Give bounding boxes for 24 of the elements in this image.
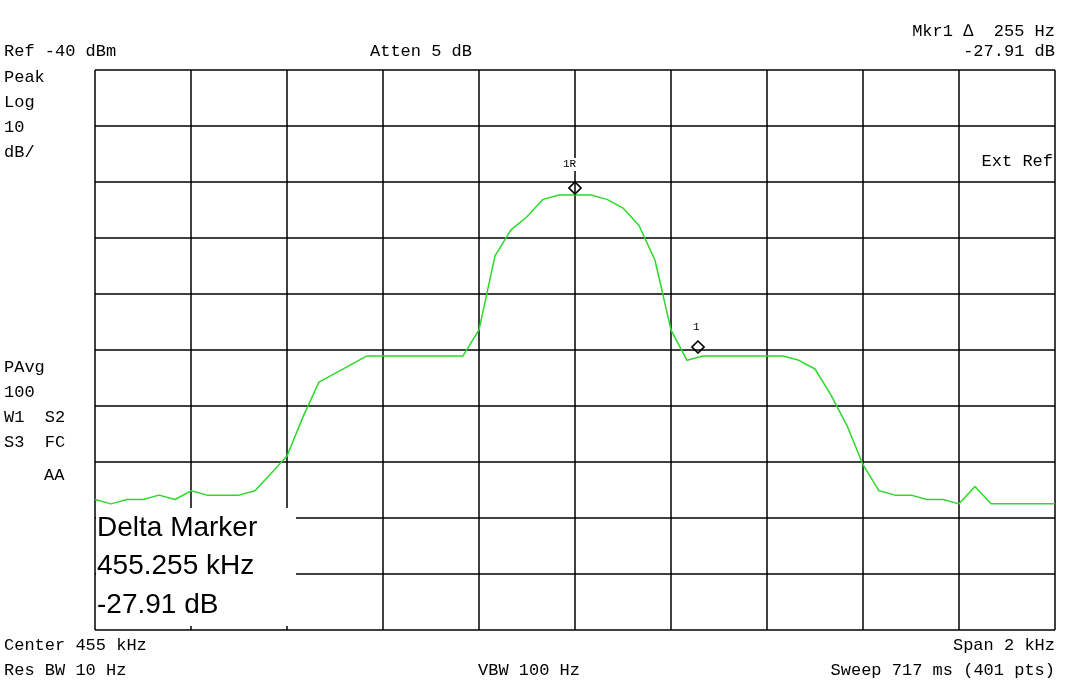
text: PAvg xyxy=(4,358,45,379)
annotation: -27.91 dB xyxy=(97,587,219,621)
text: Mkr1 ∆ 255 Hz xyxy=(912,22,1055,43)
text: -27.91 dB xyxy=(963,42,1055,63)
text: Res BW 10 Hz xyxy=(4,661,127,682)
text: Center 455 kHz xyxy=(4,636,147,657)
annotation: 1 xyxy=(692,321,701,335)
text: Span 2 kHz xyxy=(952,636,1055,657)
annotation: Delta Marker xyxy=(97,510,258,544)
text: 1R xyxy=(562,158,578,172)
text: Ref -40 dBm xyxy=(4,42,117,63)
text: Atten 5 dB xyxy=(370,42,473,63)
text: dB/ xyxy=(4,143,35,164)
text: W1 S2 xyxy=(4,408,66,429)
text: VBW 100 Hz xyxy=(478,661,581,682)
text: S3 FC xyxy=(4,433,66,454)
text: 10 xyxy=(4,118,25,139)
text: Peak xyxy=(4,68,45,89)
text: Log xyxy=(4,93,35,114)
text: 100 xyxy=(4,383,35,404)
text: Ext Ref xyxy=(981,152,1053,173)
text: Sweep 717 ms (401 pts) xyxy=(830,661,1055,682)
annotation: 455.255 kHz xyxy=(97,548,255,582)
text: AA xyxy=(44,466,65,487)
